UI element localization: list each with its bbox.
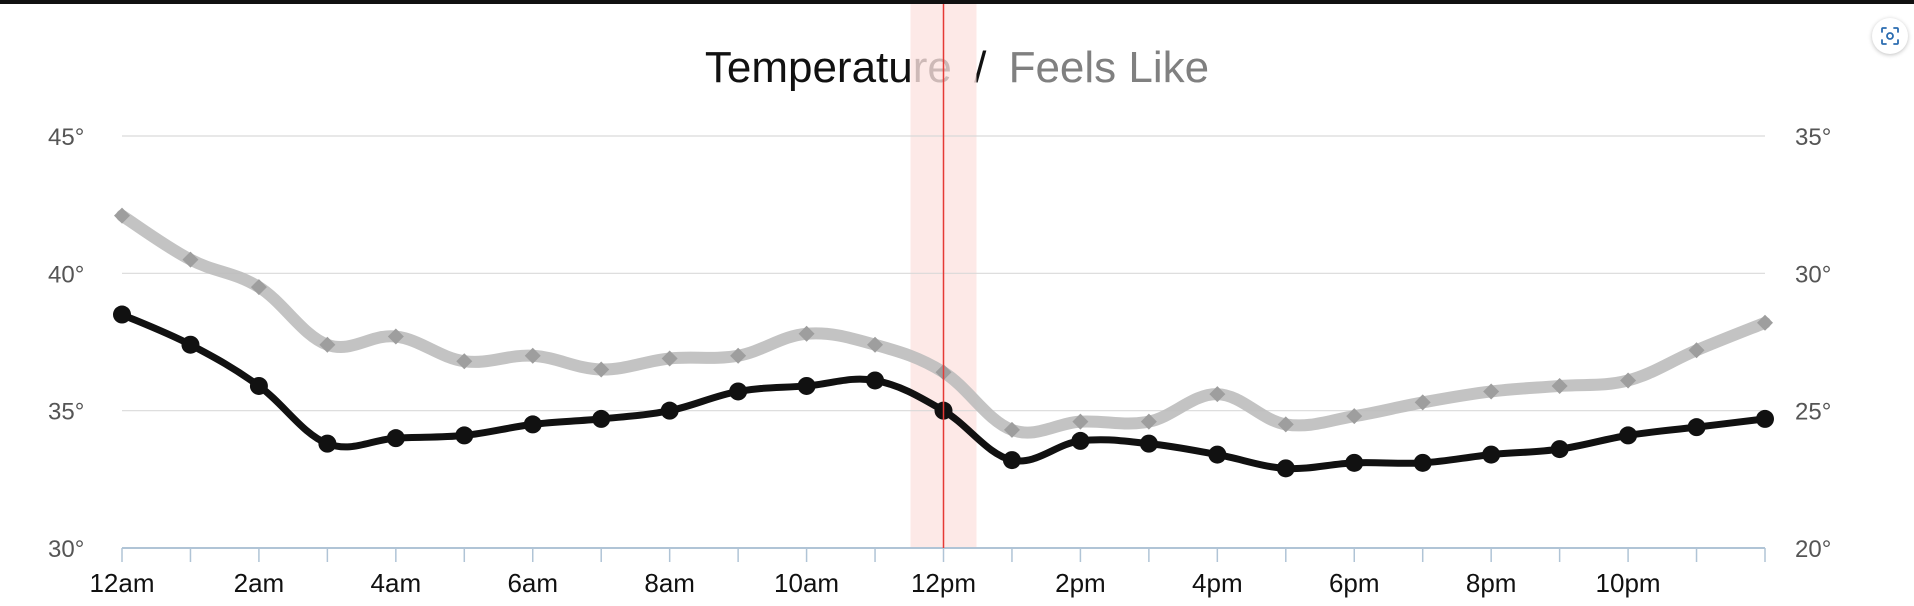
feels-like-point — [319, 336, 336, 353]
temperature-point — [1413, 453, 1432, 472]
temperature-point — [1756, 409, 1774, 428]
feels-like-point — [1003, 421, 1020, 438]
temperature-point — [318, 434, 337, 453]
x-tick-label: 6am — [507, 568, 558, 598]
x-tick-label: 10pm — [1596, 568, 1661, 598]
temperature-point — [1687, 418, 1706, 437]
feels-like-point — [1346, 408, 1363, 425]
feels-like-point — [593, 361, 610, 378]
lens-scan-icon — [1881, 27, 1899, 45]
feels-like-point — [730, 347, 747, 364]
feels-like-point — [1757, 314, 1773, 331]
x-tick-label: 2pm — [1055, 568, 1106, 598]
title-separator: / — [974, 43, 987, 92]
left-y-tick-label: 45° — [48, 124, 84, 151]
feels-like-point — [867, 336, 884, 353]
feels-like-point — [1140, 413, 1157, 430]
feels-like-point — [1688, 342, 1705, 359]
title-feels-like: Feels Like — [1009, 43, 1210, 92]
feels-like-point — [798, 325, 815, 342]
feels-like-point — [661, 350, 678, 367]
temperature-point — [592, 409, 611, 428]
temperature-point — [1276, 459, 1295, 478]
left-y-tick-label: 40° — [48, 261, 84, 288]
feels-like-point — [250, 279, 267, 296]
feels-like-point — [524, 347, 541, 364]
feels-like-point — [1277, 416, 1294, 433]
temperature-point — [797, 376, 816, 395]
feels-like-point — [182, 251, 199, 268]
feels-like-point — [1414, 394, 1431, 411]
x-tick-label: 2am — [234, 568, 285, 598]
x-tick-label: 12pm — [911, 568, 976, 598]
temperature-point — [1619, 426, 1638, 445]
temperature-point — [455, 426, 474, 445]
temperature-point — [181, 335, 200, 354]
x-tick-label: 8pm — [1466, 568, 1517, 598]
right-y-tick-label: 30° — [1795, 261, 1831, 288]
temperature-point — [660, 401, 679, 420]
temperature-point — [729, 382, 748, 401]
x-tick-label: 4am — [371, 568, 422, 598]
temperature-point — [866, 371, 885, 390]
feels-like-point — [114, 207, 130, 224]
temperature-point — [523, 415, 542, 434]
feels-like-point — [1209, 386, 1226, 403]
temperature-point — [1482, 445, 1501, 464]
temperature-point — [386, 429, 405, 448]
screenshot-lens-button[interactable] — [1872, 18, 1908, 54]
feels-like-point — [1620, 372, 1637, 389]
temperature-point — [1208, 445, 1227, 464]
top-border — [0, 0, 1914, 4]
x-tick-label: 6pm — [1329, 568, 1380, 598]
temperature-point — [113, 305, 131, 324]
right-y-tick-label: 35° — [1795, 124, 1831, 151]
x-tick-label: 4pm — [1192, 568, 1243, 598]
feels-like-point — [1551, 377, 1568, 394]
left-y-tick-label: 30° — [48, 536, 84, 563]
feels-like-point — [456, 353, 473, 370]
feels-like-point — [1072, 413, 1089, 430]
feels-like-point — [387, 328, 404, 345]
feels-like-point — [1483, 383, 1500, 400]
temperature-point — [249, 376, 268, 395]
right-y-tick-label: 25° — [1795, 399, 1831, 426]
x-tick-label: 8am — [644, 568, 695, 598]
right-y-tick-label: 20° — [1795, 536, 1831, 563]
temperature-point — [1139, 434, 1158, 453]
temperature-point — [1071, 431, 1090, 450]
temperature-point — [1002, 451, 1021, 470]
x-tick-label: 10am — [774, 568, 839, 598]
temperature-point — [1345, 453, 1364, 472]
x-tick-label: 12am — [89, 568, 154, 598]
left-y-tick-label: 35° — [48, 399, 84, 426]
temperature-point — [1550, 440, 1569, 459]
